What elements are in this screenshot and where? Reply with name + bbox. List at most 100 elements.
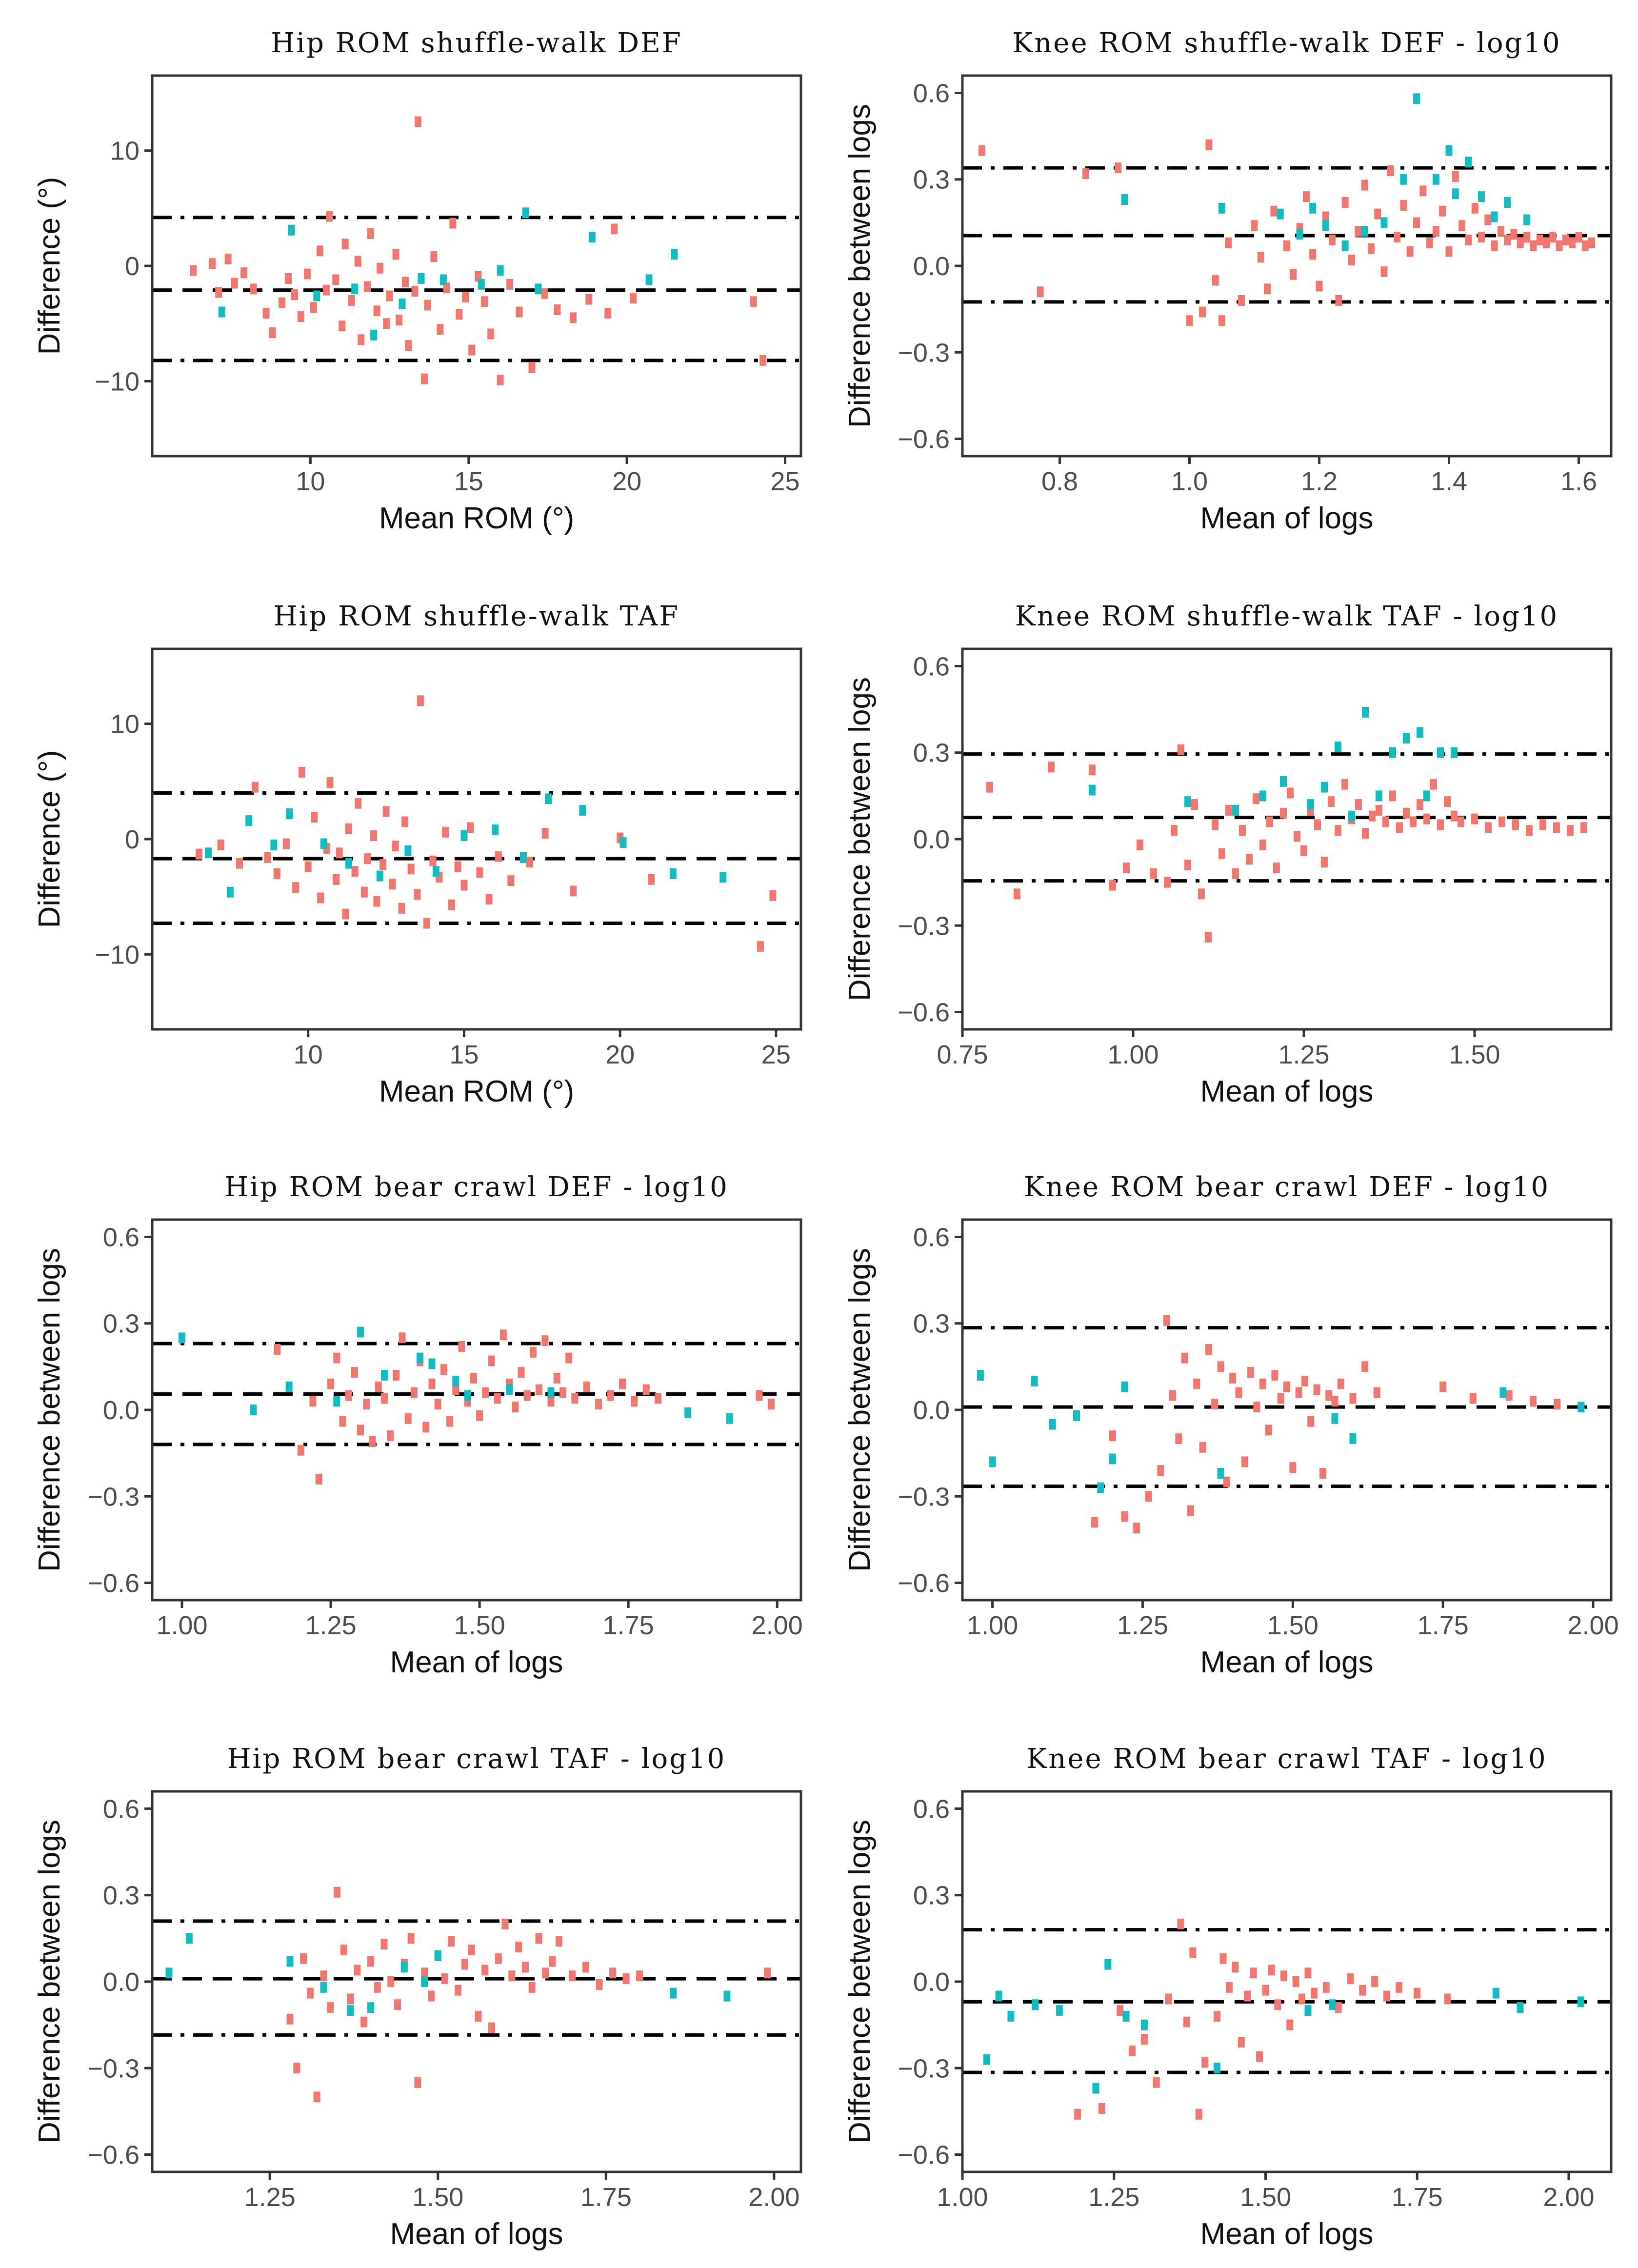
data-point-teal	[1140, 2019, 1148, 2030]
x-tick-label: 1.50	[1267, 1611, 1318, 1640]
data-point-pink	[396, 315, 403, 326]
data-point-teal	[313, 290, 320, 301]
data-point-teal	[399, 299, 406, 309]
x-tick-label: 1.75	[603, 1611, 654, 1640]
data-point-pink	[421, 1967, 428, 1979]
data-point-pink	[373, 305, 380, 317]
data-point-pink	[1298, 1993, 1306, 2005]
data-point-pink	[292, 882, 300, 893]
data-point-pink	[1328, 796, 1335, 807]
data-point-pink	[386, 290, 393, 301]
y-tick-label: 0.3	[913, 1881, 950, 1910]
data-point-pink	[1580, 822, 1587, 833]
data-point-pink	[1292, 1976, 1299, 1987]
data-point-pink	[1331, 1396, 1338, 1407]
data-point-pink	[1181, 1352, 1188, 1364]
data-point-pink	[1289, 1462, 1297, 1473]
data-point-pink	[1290, 269, 1297, 280]
data-point-pink	[1497, 226, 1504, 237]
data-point-teal	[370, 329, 378, 341]
x-tick-label: 1.75	[1392, 2183, 1443, 2212]
data-point-pink	[224, 253, 232, 264]
data-point-teal	[1277, 208, 1284, 220]
data-point-pink	[1406, 246, 1414, 257]
data-point-teal	[1309, 202, 1317, 214]
data-point-teal	[1322, 220, 1329, 231]
data-point-pink	[619, 1378, 626, 1389]
y-tick-label: −0.3	[898, 338, 950, 367]
data-point-pink	[1268, 1965, 1275, 1976]
data-point-teal	[380, 1370, 388, 1381]
x-axis-label: Mean ROM (°)	[379, 502, 574, 535]
data-point-pink	[468, 1945, 475, 1955]
data-point-pink	[571, 1393, 579, 1404]
data-point-teal	[492, 824, 499, 836]
data-point-pink	[1373, 1387, 1380, 1398]
data-point-pink	[1219, 848, 1225, 859]
data-point-pink	[1048, 762, 1055, 773]
data-point-pink	[411, 286, 419, 297]
data-point-pink	[1239, 825, 1246, 836]
data-point-pink	[404, 1413, 412, 1424]
data-point-pink	[293, 2063, 300, 2074]
data-point-pink	[1395, 1982, 1402, 1993]
data-point-pink	[1445, 246, 1453, 257]
y-tick-label: −0.6	[898, 998, 950, 1027]
data-point-pink	[481, 1965, 489, 1976]
data-point-pink	[1567, 825, 1574, 836]
data-point-pink	[300, 1953, 307, 1964]
y-tick-label: 0.6	[913, 1794, 950, 1824]
x-tick-label: 1.75	[580, 2183, 632, 2212]
data-point-pink	[393, 1370, 400, 1381]
data-point-teal	[1217, 1468, 1224, 1479]
plot-frame	[961, 1790, 1613, 2173]
y-axis-label: Difference (°)	[33, 177, 66, 355]
data-point-pink	[555, 1936, 562, 1947]
data-point-pink	[1225, 804, 1232, 816]
data-point-pink	[437, 324, 444, 335]
data-point-pink	[423, 918, 430, 929]
data-point-pink	[452, 1384, 459, 1395]
data-point-pink	[1451, 810, 1458, 822]
data-point-pink	[1387, 165, 1394, 176]
data-point-pink	[1235, 1387, 1242, 1398]
data-point-pink	[405, 340, 412, 351]
data-point-pink	[655, 1393, 662, 1404]
data-point-pink	[1121, 1511, 1128, 1522]
data-point-pink	[1383, 1990, 1391, 2002]
data-point-teal	[1523, 214, 1531, 225]
data-point-pink	[1229, 1373, 1237, 1384]
x-tick-label: 1.00	[1107, 1040, 1159, 1069]
y-tick-label: −10	[95, 940, 140, 969]
data-point-pink	[1283, 240, 1290, 251]
x-tick-label: 1.50	[1240, 2183, 1291, 2212]
data-point-pink	[630, 293, 637, 304]
data-point-teal	[1331, 1413, 1338, 1424]
data-point-teal	[1121, 1381, 1128, 1392]
data-point-pink	[1410, 816, 1417, 827]
data-point-pink	[332, 274, 340, 285]
data-point-teal	[1578, 1402, 1585, 1413]
data-point-pink	[1286, 2019, 1294, 2030]
data-point-pink	[1575, 231, 1582, 242]
data-point-pink	[582, 1962, 589, 1973]
data-point-pink	[1362, 828, 1369, 839]
data-point-teal	[185, 1933, 193, 1944]
data-point-teal	[535, 283, 542, 295]
data-point-pink	[569, 312, 577, 323]
y-tick-label: −0.3	[87, 2054, 140, 2083]
panel-6: Knee ROM bear crawl DEF - log10 1.00 1.25 1…	[843, 1171, 1619, 1679]
data-point-pink	[1214, 2010, 1221, 2022]
y-tick-label: 0.3	[913, 165, 950, 195]
x-tick-label: 1.75	[1418, 1611, 1469, 1640]
data-point-pink	[1140, 2034, 1148, 2045]
data-point-pink	[1199, 1442, 1206, 1453]
data-point-pink	[986, 782, 993, 793]
data-point-pink	[1157, 1465, 1164, 1476]
data-point-pink	[1259, 839, 1266, 850]
data-point-pink	[759, 355, 767, 366]
x-tick-label: 1.25	[305, 1611, 357, 1640]
data-point-pink	[374, 1982, 381, 1993]
y-tick-label: 0.6	[103, 1794, 140, 1824]
data-point-pink	[1382, 816, 1389, 827]
